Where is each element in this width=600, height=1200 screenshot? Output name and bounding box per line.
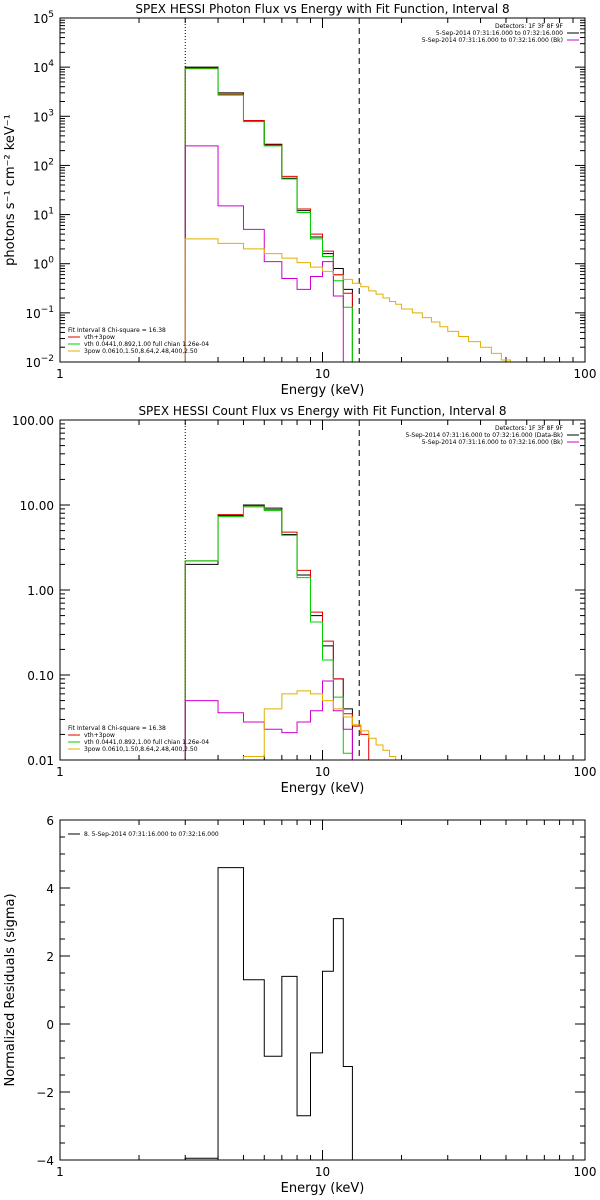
y-tick-base: 10 xyxy=(33,159,48,173)
chart-3: 1 10 100 6 4 2 0 −2 −4 Energy (keV) Normalized Res… xyxy=(3,814,596,1196)
x-tick-label: 10 xyxy=(315,765,330,779)
y-tick-label: 10−1 xyxy=(25,305,54,321)
plot-frame xyxy=(59,419,586,761)
series-3-line xyxy=(184,506,353,760)
y-tick-exp: 5 xyxy=(48,10,54,20)
y-tick-label: 102 xyxy=(33,157,54,173)
y-tick-label: 100 xyxy=(33,256,54,272)
series-group xyxy=(184,66,511,362)
y-tick-exp: −2 xyxy=(41,354,54,364)
series-group xyxy=(184,504,413,760)
y-tick-base: 10 xyxy=(33,258,48,272)
y-tick-label: 103 xyxy=(33,108,54,124)
legend-top-right-item: 5-Sep-2014 07:31:16.000 to 07:32:16.000 … xyxy=(405,432,563,439)
series-5-line xyxy=(184,690,413,760)
series-1-line xyxy=(184,504,353,760)
legend-top-right-item: 5-Sep-2014 07:31:16.000 to 07:32:16.000 xyxy=(436,30,563,37)
y-tick-label: 2 xyxy=(46,950,54,964)
x-tick-label: 100 xyxy=(574,1165,597,1179)
series-2-line xyxy=(184,67,361,362)
plot-frame xyxy=(59,819,586,1161)
y-tick-label: 0 xyxy=(46,1018,54,1032)
x-tick-label: 1 xyxy=(56,1165,64,1179)
plot-frame xyxy=(59,17,586,363)
x-tick-label: 100 xyxy=(574,765,597,779)
legend-bottom-left-item: Fit Interval 8 Chi-square = 16.38 xyxy=(68,327,166,334)
y-tick-base: 10 xyxy=(33,61,48,75)
chart-title: SPEX HESSI Count Flux vs Energy with Fit… xyxy=(138,404,506,418)
y-tick-exp: 1 xyxy=(48,207,54,217)
y-tick-label: 0.01 xyxy=(27,754,54,768)
x-tick-label: 10 xyxy=(315,367,330,381)
x-tick-label: 10 xyxy=(315,1165,330,1179)
series-4-line xyxy=(184,680,353,760)
series-group xyxy=(184,867,353,1160)
series-1-line xyxy=(184,66,362,362)
legend-bottom-left-item: 3pow 0.0610,1.50,8.64,2.48,400,2.50 xyxy=(84,348,198,355)
y-tick-label: 10.00 xyxy=(20,499,54,513)
y-tick-label: 104 xyxy=(33,59,54,75)
legend-bottom-left-item: vth 0.0441,0.892,1.00 full chian 1.26e-0… xyxy=(84,341,209,348)
y-tick-exp: 0 xyxy=(48,256,54,266)
legend-bottom-left-item: vth+3pow xyxy=(84,732,115,739)
x-axis-label: Energy (keV) xyxy=(281,383,365,398)
x-axis-label: Energy (keV) xyxy=(281,1181,365,1196)
x-tick-label: 1 xyxy=(56,367,64,381)
y-tick-label: 1.00 xyxy=(27,584,54,598)
legend-bottom-left-item: vth 0.0441,0.892,1.00 full chian 1.26e-0… xyxy=(84,739,209,746)
y-tick-base: 10 xyxy=(33,12,48,26)
y-tick-label: 101 xyxy=(33,207,54,223)
x-tick-label: 1 xyxy=(56,765,64,779)
x-axis-label: Energy (keV) xyxy=(281,781,365,796)
chart-1: SPEX HESSI Photon Flux vs Energy with Fi… xyxy=(3,2,596,398)
x-tick-label: 100 xyxy=(574,367,597,381)
y-tick-exp: 4 xyxy=(48,59,54,69)
chart-title: SPEX HESSI Photon Flux vs Energy with Fi… xyxy=(135,2,509,16)
legend-bottom-left-item: 3pow 0.0610,1.50,8.64,2.48,400,2.50 xyxy=(84,746,198,753)
legend-top-left-item: 8. 5-Sep-2014 07:31:16.000 to 07:32:16.0… xyxy=(84,831,219,838)
y-tick-base: 10 xyxy=(33,209,48,223)
y-tick-label: −2 xyxy=(36,1086,54,1100)
series-3-line xyxy=(184,68,362,362)
y-tick-label: 100.00 xyxy=(12,414,54,428)
y-tick-label: 105 xyxy=(33,10,54,26)
y-tick-label: −4 xyxy=(36,1154,54,1168)
y-tick-exp: 3 xyxy=(48,108,54,118)
y-tick-label: 6 xyxy=(46,814,54,828)
y-tick-exp: −1 xyxy=(41,305,54,315)
series-4-line xyxy=(184,145,344,362)
legend-top-right-item: Detectors: 1F 3F 8F 9F xyxy=(495,23,564,30)
y-axis-label: Normalized Residuals (sigma) xyxy=(3,893,18,1086)
y-tick-exp: 2 xyxy=(48,157,54,167)
legend-top-right-item: Detectors: 1F 3F 8F 9F xyxy=(495,425,564,432)
legend-top-right-item: 5-Sep-2014 07:31:16.000 to 07:32:16.000 … xyxy=(422,439,563,446)
chart-2: SPEX HESSI Count Flux vs Energy with Fit… xyxy=(12,404,596,796)
y-tick-label: 4 xyxy=(46,882,54,896)
y-tick-label: 0.10 xyxy=(27,669,54,683)
y-tick-base: 10 xyxy=(25,356,40,370)
y-tick-base: 10 xyxy=(33,110,48,124)
y-tick-base: 10 xyxy=(25,307,40,321)
y-axis-label: photons s⁻¹ cm⁻² keV⁻¹ xyxy=(3,114,18,266)
y-tick-label: 10−2 xyxy=(25,354,54,370)
series-5-line xyxy=(184,238,511,362)
legend-top-right-item: 5-Sep-2014 07:31:16.000 to 07:32:16.000 … xyxy=(422,37,563,44)
series-1-line xyxy=(184,867,353,1160)
legend-bottom-left-item: vth+3pow xyxy=(84,334,115,341)
series-2-line xyxy=(184,505,370,760)
legend-bottom-left-item: Fit Interval 8 Chi-square = 16.38 xyxy=(68,725,166,732)
